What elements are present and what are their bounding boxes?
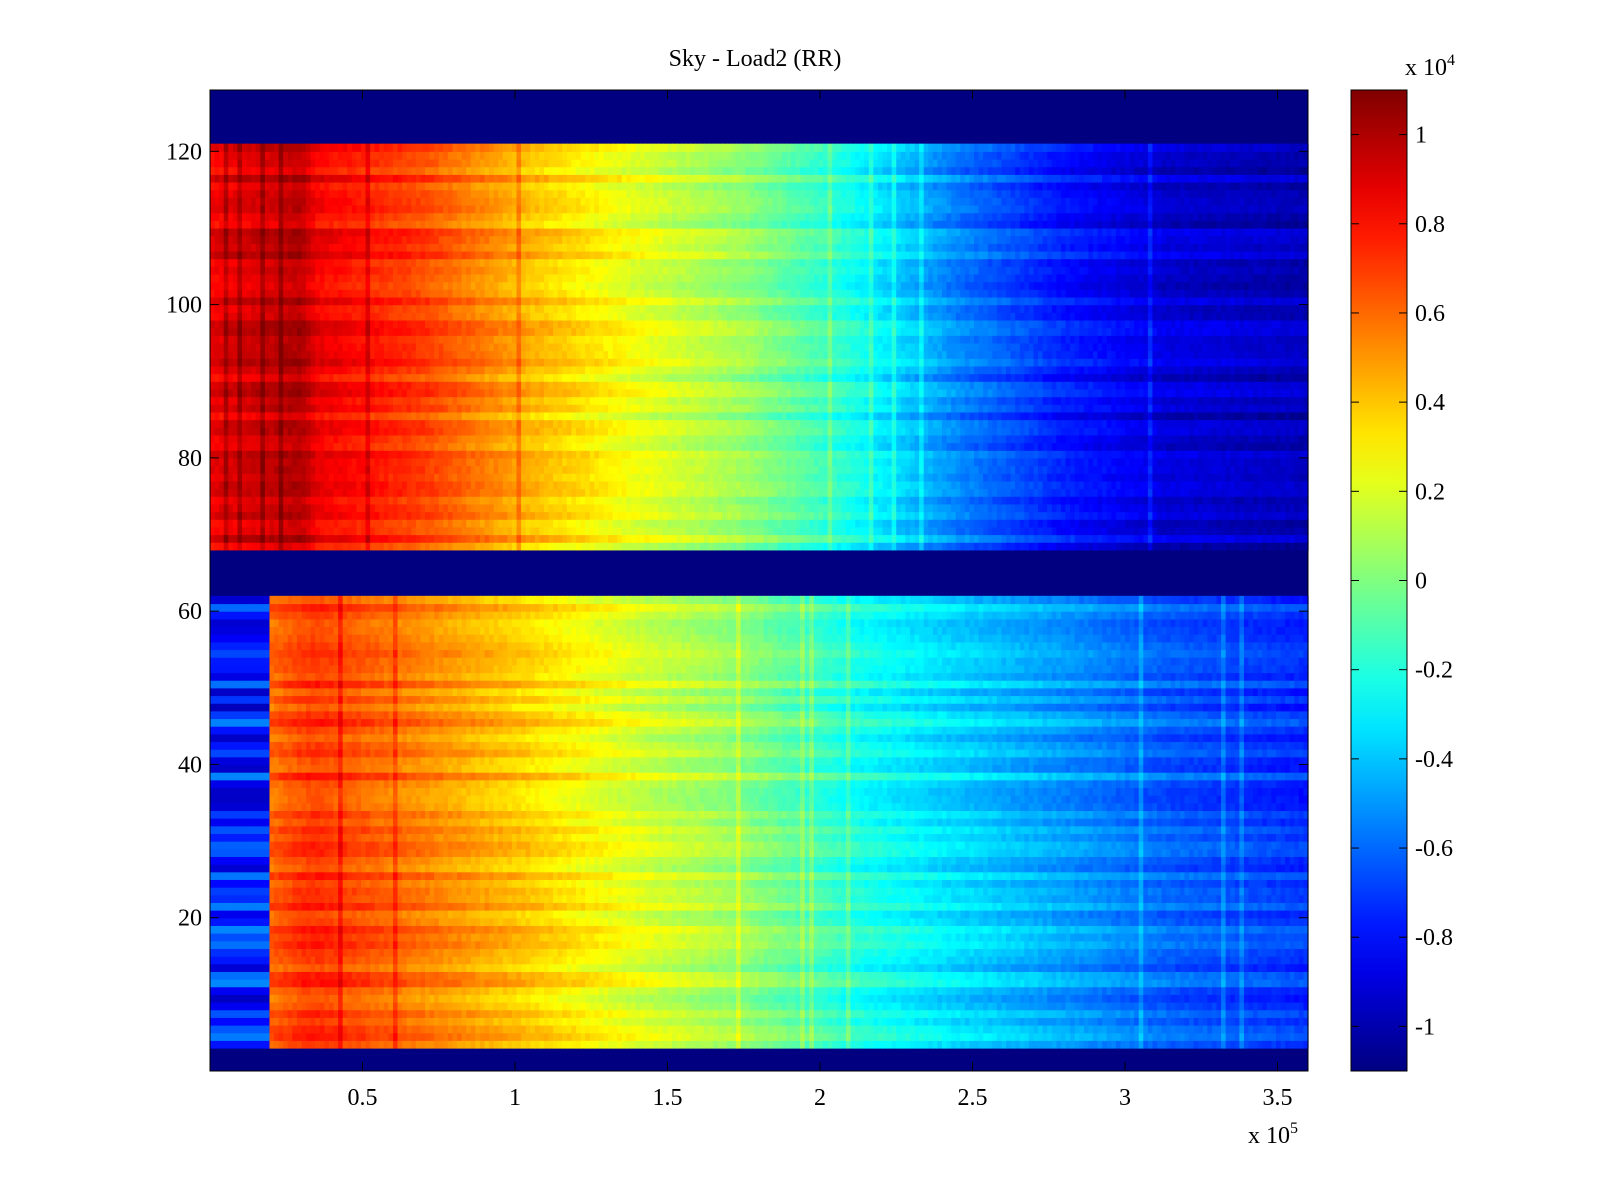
- colorbar-tick-label: 0.6: [1415, 301, 1445, 327]
- colorbar-tick-label: -0.4: [1415, 747, 1453, 773]
- colorbar-tick-label: 0.4: [1415, 390, 1445, 416]
- colorbar-tick-label: 0.2: [1415, 479, 1445, 505]
- plot-area: [210, 90, 1309, 1071]
- y-tick-label: 100: [166, 293, 202, 319]
- heatmap-band-lower: [210, 596, 1309, 1049]
- colorbar-tick-label: -0.2: [1415, 658, 1453, 684]
- colorbar-multiplier: x 104: [1405, 52, 1455, 81]
- x-axis-multiplier: x 105: [1248, 1120, 1298, 1149]
- x-tick-label: 2: [814, 1085, 826, 1111]
- y-tick-label: 120: [166, 139, 202, 165]
- x-tick-label: 1.5: [653, 1085, 683, 1111]
- chart-title: Sky - Load2 (RR): [669, 46, 842, 72]
- x-tick-label: 3: [1119, 1085, 1131, 1111]
- colorbar-gradient: [1351, 90, 1407, 1071]
- colorbar-tick-label: -0.6: [1415, 836, 1453, 862]
- x-tick-label: 1: [509, 1085, 521, 1111]
- x-tick-label: 2.5: [958, 1085, 988, 1111]
- colorbar-tick-label: -1: [1415, 1014, 1435, 1040]
- colorbar: 1 0.8 0.6 0.4 0.2 0 -0.2 -0.4 -0.6 -0.8 -1: [1351, 90, 1453, 1071]
- y-tick-label: 20: [178, 906, 202, 932]
- colorbar-tick-label: 1: [1415, 123, 1427, 149]
- colorbar-tick-label: -0.8: [1415, 925, 1453, 951]
- colorbar-tick-label: 0.8: [1415, 212, 1445, 238]
- colorbar-tick-label: 0: [1415, 569, 1427, 595]
- y-tick-label: 60: [178, 599, 202, 625]
- y-tick-label: 80: [178, 446, 202, 472]
- y-tick-label: 40: [178, 752, 202, 778]
- x-tick-label: 0.5: [348, 1085, 378, 1111]
- heatmap-band-upper: [210, 144, 1309, 551]
- x-tick-label: 3.5: [1263, 1085, 1293, 1111]
